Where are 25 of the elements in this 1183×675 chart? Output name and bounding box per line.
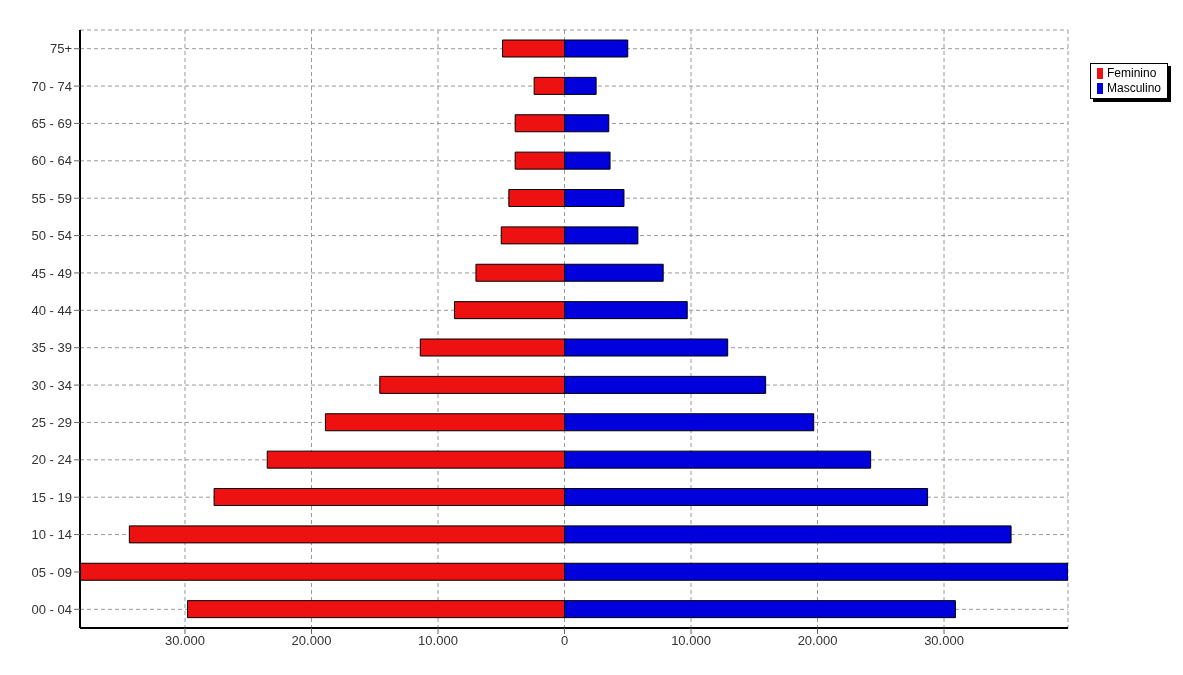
y-tick-label: 60 - 64 bbox=[31, 153, 72, 169]
x-tick-label: 20.000 bbox=[797, 633, 838, 649]
x-tick-label: 20.000 bbox=[291, 633, 332, 649]
y-tick-label: 70 - 74 bbox=[31, 78, 72, 94]
x-tick-label: 30.000 bbox=[924, 633, 964, 649]
x-tick-label: 10.000 bbox=[418, 633, 458, 649]
y-tick-label: 20 - 24 bbox=[31, 452, 72, 468]
y-tick-label: 30 - 34 bbox=[31, 377, 72, 393]
y-tick-label: 55 - 59 bbox=[31, 190, 72, 206]
legend-label: Masculino bbox=[1107, 81, 1162, 96]
y-tick-label: 15 - 19 bbox=[31, 489, 72, 505]
y-tick-label: 75+ bbox=[49, 41, 72, 57]
y-tick-label: 05 - 09 bbox=[31, 564, 72, 580]
y-tick-label: 10 - 14 bbox=[31, 527, 72, 543]
x-tick-label: 0 bbox=[560, 633, 569, 649]
y-tick-label: 00 - 04 bbox=[31, 601, 72, 617]
x-tick-label: 10.000 bbox=[671, 633, 711, 649]
legend-label: Feminino bbox=[1107, 66, 1157, 81]
y-tick-label: 25 - 29 bbox=[31, 415, 72, 431]
y-tick-label: 45 - 49 bbox=[31, 265, 72, 281]
y-tick-label: 35 - 39 bbox=[31, 340, 72, 356]
x-tick-label: 30.000 bbox=[165, 633, 205, 649]
y-tick-label: 65 - 69 bbox=[31, 116, 72, 132]
y-tick-label: 50 - 54 bbox=[31, 228, 72, 244]
y-tick-label: 40 - 44 bbox=[31, 302, 72, 318]
